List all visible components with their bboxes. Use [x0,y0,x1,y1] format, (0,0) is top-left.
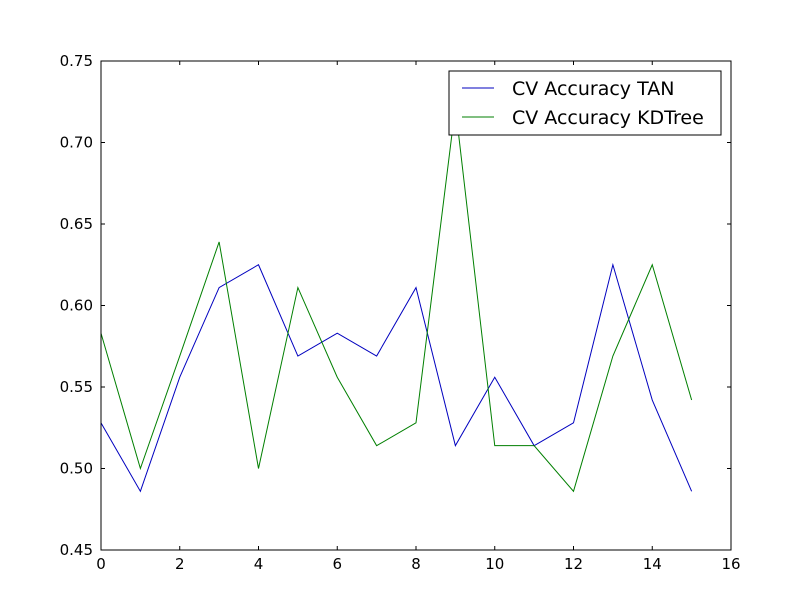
x-tick-label: 10 [485,555,504,573]
y-axis: 0.45 0.50 0.55 0.60 0.65 0.70 0.75 [60,52,731,559]
y-tick-label: 0.65 [60,215,93,233]
x-tick-label: 12 [564,555,583,573]
series-group [101,106,693,493]
x-axis: 0 2 4 6 8 10 12 14 16 [96,61,741,573]
y-tick-label: 0.70 [60,134,93,152]
x-tick-label: 2 [175,555,185,573]
series-line-2 [101,106,693,493]
x-tick-label: 8 [411,555,421,573]
x-tick-label: 16 [721,555,740,573]
legend-label-1: CV Accuracy TAN [512,78,674,100]
y-tick-label: 0.60 [60,297,93,315]
x-tick-label: 14 [643,555,662,573]
x-tick-label: 6 [332,555,342,573]
legend: CV Accuracy TAN CV Accuracy KDTree [448,70,722,136]
y-tick-label: 0.55 [60,378,93,396]
series-line-1 [101,262,693,493]
x-tick-label: 0 [96,555,106,573]
x-tick-label: 4 [254,555,264,573]
y-tick-label: 0.45 [60,541,93,559]
legend-box [448,70,722,136]
legend-label-2: CV Accuracy KDTree [512,107,704,129]
y-tick-label: 0.50 [60,460,93,478]
y-tick-label: 0.75 [60,52,93,70]
